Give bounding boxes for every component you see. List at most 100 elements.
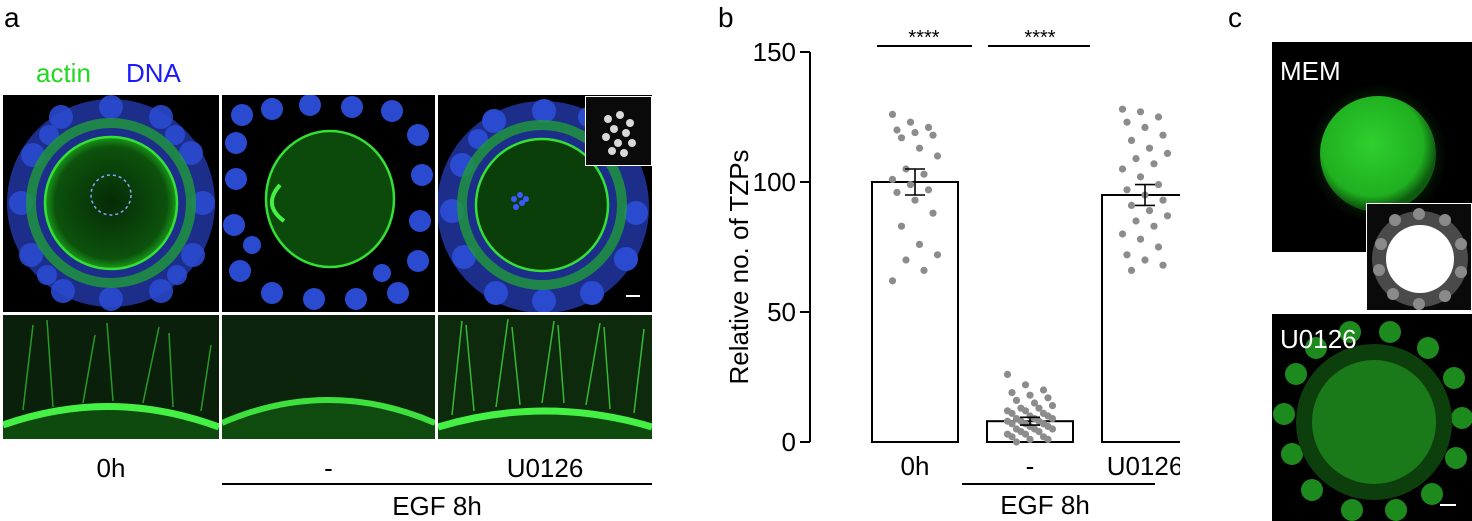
data-point <box>920 266 928 274</box>
data-point <box>1008 433 1016 441</box>
data-point <box>1118 230 1127 238</box>
data-point <box>1008 389 1016 397</box>
data-point <box>1136 173 1145 181</box>
chromosome-inset <box>585 96 652 166</box>
y-tick-label-150: 150 <box>753 37 796 67</box>
data-point <box>888 175 897 183</box>
data-point <box>1035 428 1043 436</box>
data-point <box>1026 391 1034 399</box>
data-point <box>1021 430 1030 438</box>
c-label-u0126: U0126 <box>1280 324 1357 354</box>
data-point <box>1012 396 1021 404</box>
data-point <box>1118 165 1127 173</box>
data-point <box>1021 381 1030 389</box>
data-point <box>929 131 937 139</box>
data-point <box>1003 370 1012 378</box>
zoom-0h <box>3 315 219 439</box>
data-point <box>1136 108 1145 116</box>
panel-c-letter: c <box>1228 2 1242 33</box>
data-point <box>1154 113 1163 121</box>
data-point <box>1154 181 1163 189</box>
b-group-label: EGF 8h <box>1000 490 1090 520</box>
bar-chart: 0 50 100 150 Relative no. of TZPs 0h - U0126 EGF… <box>724 27 1180 520</box>
sig-stars-2: **** <box>1024 27 1055 49</box>
micrograph-0h-overview <box>3 95 219 312</box>
data-point <box>1132 217 1140 225</box>
data-point <box>911 129 919 137</box>
stain-dna-label: DNA <box>126 58 181 88</box>
data-point <box>929 209 937 217</box>
data-point <box>933 152 942 160</box>
a-label-0h: 0h <box>96 453 126 483</box>
data-point <box>1159 131 1167 139</box>
bar-0h <box>871 181 959 443</box>
data-point <box>915 240 924 248</box>
data-point <box>1127 201 1136 209</box>
a-group-label: EGF 8h <box>392 491 482 521</box>
data-point <box>1030 399 1039 407</box>
micrograph-egf-overview <box>222 95 435 312</box>
data-point <box>1008 409 1016 417</box>
micrograph-u0126-c <box>1272 314 1472 521</box>
data-point <box>888 110 897 118</box>
y-tick-label-100: 100 <box>753 167 796 197</box>
micrograph-mem <box>1272 42 1472 252</box>
y-tick-label-50: 50 <box>767 297 796 327</box>
sig-stars-1: **** <box>908 27 939 49</box>
data-point <box>902 256 910 264</box>
data-point <box>1026 435 1034 443</box>
zoom-egf <box>222 315 435 439</box>
data-point <box>1118 105 1127 113</box>
x-tick-label-0: 0h <box>901 451 930 481</box>
data-point <box>1145 207 1154 215</box>
bar-U0126 <box>1101 194 1180 443</box>
data-point <box>1141 256 1149 264</box>
mem-inset <box>1366 203 1472 311</box>
data-point <box>1021 407 1030 415</box>
data-point <box>906 118 915 126</box>
data-point <box>911 196 919 204</box>
data-point <box>1044 394 1052 402</box>
data-point <box>1035 404 1043 412</box>
data-point <box>920 170 928 178</box>
data-point <box>888 277 897 285</box>
data-point <box>1044 435 1052 443</box>
data-point <box>1136 235 1145 243</box>
data-point <box>1154 243 1163 251</box>
data-point <box>1163 212 1172 220</box>
data-point <box>915 144 924 152</box>
data-point <box>933 251 942 259</box>
data-point <box>1048 402 1057 410</box>
data-point <box>924 123 933 131</box>
data-point <box>1150 160 1158 168</box>
data-point <box>1048 415 1057 423</box>
data-point <box>1163 149 1172 157</box>
data-point <box>1123 118 1131 126</box>
data-point <box>906 181 915 189</box>
panel-b-letter: b <box>718 2 734 33</box>
data-point <box>893 126 901 134</box>
y-tick-label-0: 0 <box>782 427 796 457</box>
a-label-u0126: U0126 <box>506 453 584 483</box>
data-point <box>1159 196 1167 204</box>
x-tick-label-1: - <box>1026 451 1035 481</box>
data-point <box>1123 251 1131 259</box>
data-point <box>1127 266 1136 274</box>
data-point <box>897 222 906 230</box>
data-point <box>1039 386 1048 394</box>
c-label-mem: MEM <box>1280 56 1341 86</box>
data-point <box>897 134 906 142</box>
data-point <box>1150 222 1158 230</box>
data-point <box>1132 155 1140 163</box>
panel-a-letter: a <box>4 2 20 33</box>
data-point <box>1127 136 1136 144</box>
data-point <box>1048 425 1057 433</box>
data-point <box>1012 438 1021 446</box>
x-tick-label-2: U0126 <box>1107 451 1180 481</box>
data-point <box>1159 261 1167 269</box>
data-point <box>1123 186 1131 194</box>
data-point <box>893 188 901 196</box>
stain-actin-label: actin <box>36 58 91 88</box>
a-group-line <box>222 483 652 485</box>
data-point <box>1141 123 1149 131</box>
